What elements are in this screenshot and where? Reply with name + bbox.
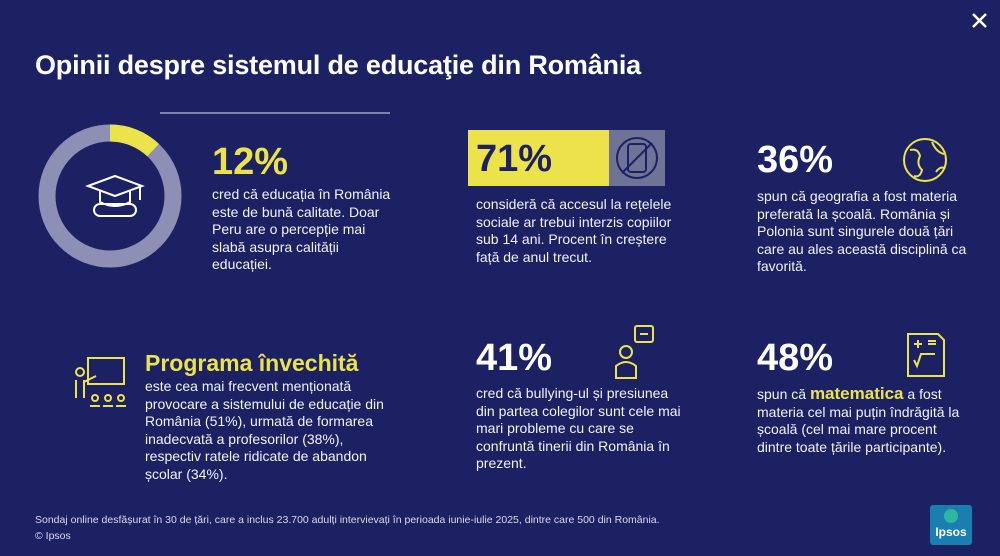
highlight-word: matematica bbox=[809, 384, 904, 403]
math-icon bbox=[907, 333, 945, 377]
donut-track bbox=[38, 124, 182, 268]
stat-value: 12% bbox=[212, 141, 289, 183]
donut-chart bbox=[38, 124, 182, 268]
teacher-icon bbox=[75, 357, 126, 407]
stat-text: spun că geografia a fost materia prefera… bbox=[757, 188, 967, 274]
footer-note: Sondaj online desfășurat în 30 de țări, … bbox=[35, 514, 660, 526]
donut-segment bbox=[109, 124, 159, 157]
logo-text: Ipsos bbox=[935, 525, 967, 539]
logo-mark bbox=[944, 509, 958, 523]
phone-icon bbox=[616, 137, 658, 179]
highlight-box bbox=[468, 130, 609, 186]
title: Opinii despre sistemul de educaţie din R… bbox=[35, 50, 641, 80]
close-button[interactable] bbox=[972, 13, 987, 28]
stat-heading: Programa învechită bbox=[145, 350, 359, 376]
stat-value: 48% bbox=[757, 337, 834, 379]
stat-value: 36% bbox=[757, 139, 834, 181]
stat-text: consideră că accesul la rețelele sociale… bbox=[476, 196, 672, 265]
globe-icon bbox=[903, 138, 947, 182]
graduation-icon bbox=[85, 174, 145, 217]
stat-text: cred că educația în România este de bună… bbox=[212, 186, 391, 272]
text-part: spun că bbox=[757, 386, 807, 402]
stat-value: 41% bbox=[476, 337, 553, 379]
stat-text: spun că matematica a fost materia cel ma… bbox=[757, 385, 972, 456]
bullying-icon bbox=[615, 325, 654, 379]
stat-text: este cea mai frecvent menționată provoca… bbox=[145, 378, 384, 482]
text-part: a fost materia cel mai puțin îndrăgită l… bbox=[757, 386, 960, 455]
stat-text: cred că bullying-ul și presiunea din par… bbox=[476, 385, 681, 471]
stat-value: 71% bbox=[476, 138, 553, 180]
footer-copyright: © Ipsos bbox=[35, 530, 71, 542]
logo-box bbox=[930, 505, 972, 545]
